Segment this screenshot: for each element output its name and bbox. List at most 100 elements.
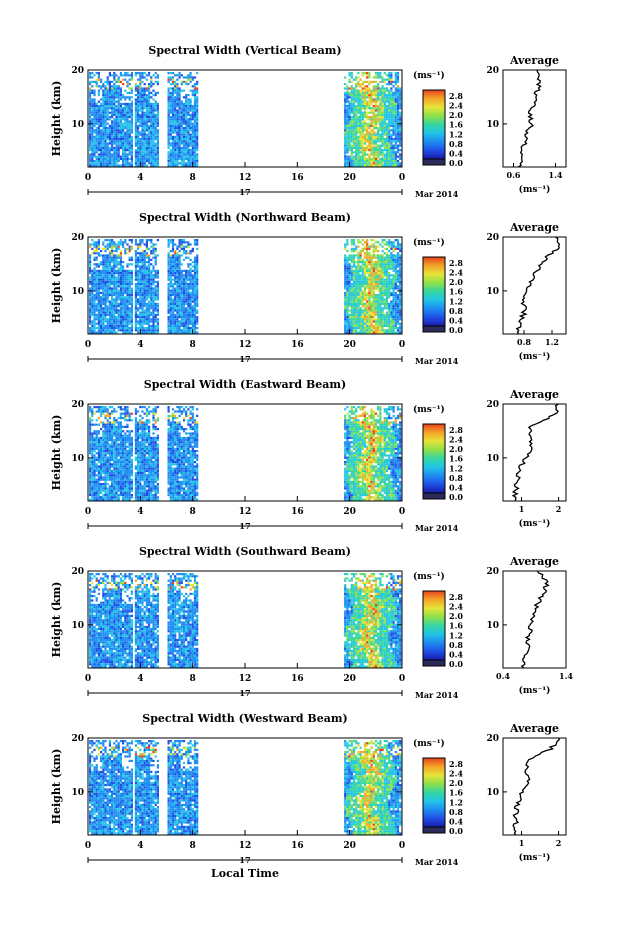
x-tick-label: 20 (343, 841, 356, 851)
x-tick-label: 16 (291, 674, 304, 684)
colorbar-tick-label: 2.0 (449, 277, 463, 287)
date-label: Mar 2014 (415, 189, 459, 199)
x-tick-label: 0 (85, 340, 91, 350)
colorbar-tick-label: 2.0 (449, 778, 463, 788)
panel-title: Spectral Width (Vertical Beam) (148, 44, 341, 57)
profile-unit: (ms⁻¹) (519, 351, 551, 362)
y-tick-label: 20 (71, 734, 84, 744)
x-tick-label: 8 (190, 507, 196, 517)
x-tick-label: 0 (399, 340, 405, 350)
x-tick-label: 8 (190, 173, 196, 183)
panel-title: Spectral Width (Eastward Beam) (144, 378, 346, 391)
x-tick-label: 0 (399, 841, 405, 851)
x-tick-label: 4 (137, 841, 143, 851)
colorbar-unit: (ms⁻¹) (413, 738, 445, 749)
colorbar-tick-label: 2.8 (449, 759, 463, 769)
profile-x-tick-label: 2 (556, 838, 562, 848)
x-tick-label: 16 (291, 340, 304, 350)
day-label: 17 (239, 354, 250, 364)
profile-frame (502, 570, 567, 669)
day-label: 17 (239, 688, 250, 698)
day-label: 17 (239, 187, 250, 197)
colorbar-tick-label: 0.8 (449, 139, 463, 149)
profile-title: Average (509, 388, 559, 401)
panel-title: Spectral Width (Northward Beam) (139, 211, 351, 224)
profile-title: Average (509, 722, 559, 735)
profile-y-tick-label: 10 (486, 454, 499, 464)
y-axis-label: Height (km) (50, 415, 63, 491)
colorbar-tick-label: 2.4 (449, 435, 463, 445)
heatmap (89, 740, 402, 835)
day-label: 17 (239, 855, 250, 865)
profile-unit: (ms⁻¹) (519, 685, 551, 696)
colorbar-unit: (ms⁻¹) (413, 237, 445, 248)
colorbar-tick-label: 1.2 (449, 296, 463, 306)
heatmap (89, 72, 402, 167)
x-tick-label: 16 (291, 841, 304, 851)
profile-series-line (520, 570, 550, 669)
colorbar-tick-label: 1.6 (449, 120, 463, 130)
colorbar-tick-label: 2.8 (449, 91, 463, 101)
x-tick-label: 0 (85, 841, 91, 851)
colorbar-tick-label: 2.8 (449, 592, 463, 602)
y-tick-label: 20 (71, 567, 84, 577)
profile-series-line (517, 69, 542, 168)
profile-x-tick-label: 1 (519, 504, 525, 514)
profile-x-tick-label: 0.6 (507, 170, 521, 180)
colorbar-tick-label: 0.8 (449, 640, 463, 650)
y-tick-label: 10 (71, 120, 84, 130)
colorbar-unit: (ms⁻¹) (413, 404, 445, 415)
colorbar-tick-label: 0.8 (449, 807, 463, 817)
profile-frame (502, 403, 567, 502)
colorbar-unit: (ms⁻¹) (413, 571, 445, 582)
profile-x-tick-label: 1.2 (545, 337, 559, 347)
panel-0: Spectral Width (Vertical Beam) 20 10 Height… (50, 44, 567, 199)
x-tick-label: 4 (137, 340, 143, 350)
colorbar (422, 423, 446, 494)
y-axis-label: Height (km) (50, 248, 63, 324)
panel-4: Spectral Width (Westward Beam)2010Height… (50, 712, 567, 867)
colorbar-tick-label: 1.6 (449, 621, 463, 631)
x-tick-label: 0 (85, 507, 91, 517)
x-tick-label: 8 (190, 340, 196, 350)
profile-x-tick-label: 2 (556, 504, 562, 514)
colorbar-tick-label: 0.4 (449, 816, 463, 826)
profile-y-tick-label: 20 (486, 233, 499, 243)
x-tick-label: 0 (85, 674, 91, 684)
date-label: Mar 2014 (415, 356, 459, 366)
y-tick-label: 10 (71, 287, 84, 297)
profile-unit: (ms⁻¹) (519, 184, 551, 195)
colorbar-tick-label: 0.4 (449, 649, 463, 659)
x-tick-label: 12 (239, 841, 252, 851)
x-tick-label: 0 (399, 674, 405, 684)
profile-x-tick-label: 1.4 (559, 671, 573, 681)
colorbar (422, 590, 446, 661)
heatmap (89, 239, 402, 334)
x-tick-label: 4 (137, 173, 143, 183)
profile-series-line (511, 403, 559, 502)
y-tick-label: 10 (71, 621, 84, 631)
profile-y-tick-label: 20 (486, 567, 499, 577)
x-tick-label: 4 (137, 507, 143, 517)
colorbar-tick-label: 2.4 (449, 268, 463, 278)
x-tick-label: 20 (343, 340, 356, 350)
x-axis-label: Local Time (211, 867, 279, 880)
colorbar-tick-label: 0.0 (449, 492, 463, 502)
profile-y-tick-label: 10 (486, 788, 499, 798)
colorbar-tick-label: 2.0 (449, 110, 463, 120)
profile-y-tick-label: 20 (486, 734, 499, 744)
colorbar-tick-label: 2.8 (449, 258, 463, 268)
x-tick-label: 8 (190, 841, 196, 851)
y-axis-label: Height (km) (50, 749, 63, 825)
x-tick-label: 20 (343, 173, 356, 183)
profile-frame (502, 236, 567, 335)
y-tick-label: 20 (71, 66, 84, 76)
date-label: Mar 2014 (415, 857, 459, 867)
x-tick-label: 12 (239, 340, 252, 350)
profile-title: Average (509, 221, 559, 234)
colorbar-tick-label: 0.4 (449, 315, 463, 325)
profile-y-tick-label: 10 (486, 621, 499, 631)
colorbar (422, 757, 446, 828)
profile-x-tick-label: 1.4 (549, 170, 563, 180)
